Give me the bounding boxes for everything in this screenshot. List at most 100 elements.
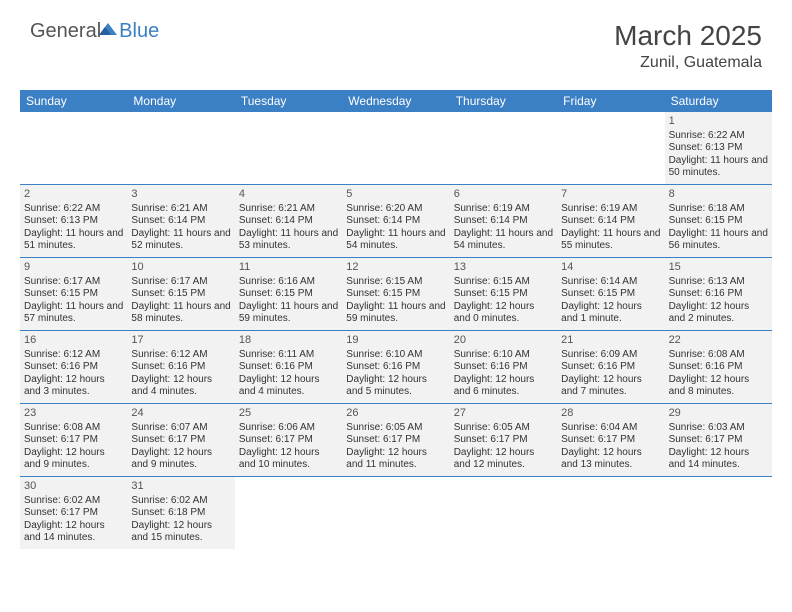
- day-number: 26: [346, 407, 445, 421]
- day-number: 30: [24, 480, 123, 494]
- day-cell-empty: [342, 477, 449, 549]
- sunrise-text: Sunrise: 6:06 AM: [239, 422, 338, 435]
- logo: General Blue: [30, 20, 159, 43]
- day-cell: 4Sunrise: 6:21 AMSunset: 6:14 PMDaylight…: [235, 185, 342, 257]
- daylight-text: Daylight: 11 hours and 54 minutes.: [454, 228, 553, 253]
- day-cell: 17Sunrise: 6:12 AMSunset: 6:16 PMDayligh…: [127, 331, 234, 403]
- weekday-header: Sunday: [20, 90, 127, 112]
- daylight-text: Daylight: 11 hours and 58 minutes.: [131, 301, 230, 326]
- day-number: 14: [561, 261, 660, 275]
- weekday-header: Saturday: [665, 90, 772, 112]
- sunset-text: Sunset: 6:15 PM: [346, 288, 445, 301]
- day-cell: 10Sunrise: 6:17 AMSunset: 6:15 PMDayligh…: [127, 258, 234, 330]
- day-number: 9: [24, 261, 123, 275]
- daylight-text: Daylight: 12 hours and 12 minutes.: [454, 447, 553, 472]
- sunrise-text: Sunrise: 6:07 AM: [131, 422, 230, 435]
- day-number: 11: [239, 261, 338, 275]
- day-number: 18: [239, 334, 338, 348]
- daylight-text: Daylight: 11 hours and 56 minutes.: [669, 228, 768, 253]
- day-cell: 11Sunrise: 6:16 AMSunset: 6:15 PMDayligh…: [235, 258, 342, 330]
- sunrise-text: Sunrise: 6:15 AM: [454, 276, 553, 289]
- day-number: 19: [346, 334, 445, 348]
- daylight-text: Daylight: 12 hours and 0 minutes.: [454, 301, 553, 326]
- day-cell: 28Sunrise: 6:04 AMSunset: 6:17 PMDayligh…: [557, 404, 664, 476]
- daylight-text: Daylight: 12 hours and 3 minutes.: [24, 374, 123, 399]
- day-cell: 18Sunrise: 6:11 AMSunset: 6:16 PMDayligh…: [235, 331, 342, 403]
- sunset-text: Sunset: 6:15 PM: [669, 215, 768, 228]
- daylight-text: Daylight: 12 hours and 13 minutes.: [561, 447, 660, 472]
- sunrise-text: Sunrise: 6:12 AM: [24, 349, 123, 362]
- daylight-text: Daylight: 11 hours and 53 minutes.: [239, 228, 338, 253]
- day-number: 23: [24, 407, 123, 421]
- sunrise-text: Sunrise: 6:17 AM: [24, 276, 123, 289]
- day-number: 4: [239, 188, 338, 202]
- day-number: 1: [669, 115, 768, 129]
- daylight-text: Daylight: 12 hours and 2 minutes.: [669, 301, 768, 326]
- daylight-text: Daylight: 12 hours and 1 minute.: [561, 301, 660, 326]
- daylight-text: Daylight: 12 hours and 14 minutes.: [669, 447, 768, 472]
- sunset-text: Sunset: 6:17 PM: [239, 434, 338, 447]
- week-row: 16Sunrise: 6:12 AMSunset: 6:16 PMDayligh…: [20, 331, 772, 404]
- week-row: 23Sunrise: 6:08 AMSunset: 6:17 PMDayligh…: [20, 404, 772, 477]
- day-cell: 9Sunrise: 6:17 AMSunset: 6:15 PMDaylight…: [20, 258, 127, 330]
- week-row: 30Sunrise: 6:02 AMSunset: 6:17 PMDayligh…: [20, 477, 772, 549]
- sunset-text: Sunset: 6:15 PM: [131, 288, 230, 301]
- daylight-text: Daylight: 12 hours and 7 minutes.: [561, 374, 660, 399]
- sunset-text: Sunset: 6:16 PM: [239, 361, 338, 374]
- daylight-text: Daylight: 11 hours and 54 minutes.: [346, 228, 445, 253]
- day-cell: 24Sunrise: 6:07 AMSunset: 6:17 PMDayligh…: [127, 404, 234, 476]
- day-cell: 25Sunrise: 6:06 AMSunset: 6:17 PMDayligh…: [235, 404, 342, 476]
- sunset-text: Sunset: 6:17 PM: [454, 434, 553, 447]
- daylight-text: Daylight: 12 hours and 14 minutes.: [24, 520, 123, 545]
- week-row: 9Sunrise: 6:17 AMSunset: 6:15 PMDaylight…: [20, 258, 772, 331]
- sunset-text: Sunset: 6:14 PM: [454, 215, 553, 228]
- sunset-text: Sunset: 6:15 PM: [24, 288, 123, 301]
- weekday-header-row: SundayMondayTuesdayWednesdayThursdayFrid…: [20, 90, 772, 112]
- daylight-text: Daylight: 12 hours and 6 minutes.: [454, 374, 553, 399]
- daylight-text: Daylight: 12 hours and 4 minutes.: [239, 374, 338, 399]
- weekday-header: Wednesday: [342, 90, 449, 112]
- weekday-header: Monday: [127, 90, 234, 112]
- sunset-text: Sunset: 6:16 PM: [669, 288, 768, 301]
- day-cell-empty: [557, 477, 664, 549]
- sunset-text: Sunset: 6:14 PM: [561, 215, 660, 228]
- daylight-text: Daylight: 11 hours and 57 minutes.: [24, 301, 123, 326]
- day-cell-empty: [557, 112, 664, 184]
- daylight-text: Daylight: 12 hours and 15 minutes.: [131, 520, 230, 545]
- day-number: 21: [561, 334, 660, 348]
- sunset-text: Sunset: 6:16 PM: [346, 361, 445, 374]
- week-row: 2Sunrise: 6:22 AMSunset: 6:13 PMDaylight…: [20, 185, 772, 258]
- weekday-header: Friday: [557, 90, 664, 112]
- day-cell: 20Sunrise: 6:10 AMSunset: 6:16 PMDayligh…: [450, 331, 557, 403]
- daylight-text: Daylight: 11 hours and 59 minutes.: [239, 301, 338, 326]
- day-cell: 14Sunrise: 6:14 AMSunset: 6:15 PMDayligh…: [557, 258, 664, 330]
- location-label: Zunil, Guatemala: [614, 54, 762, 72]
- daylight-text: Daylight: 11 hours and 55 minutes.: [561, 228, 660, 253]
- page-header: General Blue March 2025 Zunil, Guatemala: [0, 0, 792, 82]
- sunrise-text: Sunrise: 6:05 AM: [454, 422, 553, 435]
- day-cell-empty: [342, 112, 449, 184]
- day-number: 8: [669, 188, 768, 202]
- day-number: 16: [24, 334, 123, 348]
- day-cell: 5Sunrise: 6:20 AMSunset: 6:14 PMDaylight…: [342, 185, 449, 257]
- day-cell: 16Sunrise: 6:12 AMSunset: 6:16 PMDayligh…: [20, 331, 127, 403]
- sunrise-text: Sunrise: 6:08 AM: [24, 422, 123, 435]
- daylight-text: Daylight: 11 hours and 50 minutes.: [669, 155, 768, 180]
- day-cell: 29Sunrise: 6:03 AMSunset: 6:17 PMDayligh…: [665, 404, 772, 476]
- sunset-text: Sunset: 6:17 PM: [24, 507, 123, 520]
- day-cell: 1Sunrise: 6:22 AMSunset: 6:13 PMDaylight…: [665, 112, 772, 184]
- day-cell: 15Sunrise: 6:13 AMSunset: 6:16 PMDayligh…: [665, 258, 772, 330]
- day-cell: 26Sunrise: 6:05 AMSunset: 6:17 PMDayligh…: [342, 404, 449, 476]
- sunrise-text: Sunrise: 6:10 AM: [454, 349, 553, 362]
- day-cell: 30Sunrise: 6:02 AMSunset: 6:17 PMDayligh…: [20, 477, 127, 549]
- calendar: SundayMondayTuesdayWednesdayThursdayFrid…: [20, 90, 772, 549]
- day-cell: 13Sunrise: 6:15 AMSunset: 6:15 PMDayligh…: [450, 258, 557, 330]
- sunset-text: Sunset: 6:17 PM: [561, 434, 660, 447]
- daylight-text: Daylight: 12 hours and 4 minutes.: [131, 374, 230, 399]
- day-number: 5: [346, 188, 445, 202]
- day-number: 6: [454, 188, 553, 202]
- sunrise-text: Sunrise: 6:15 AM: [346, 276, 445, 289]
- day-number: 25: [239, 407, 338, 421]
- day-cell: 2Sunrise: 6:22 AMSunset: 6:13 PMDaylight…: [20, 185, 127, 257]
- daylight-text: Daylight: 12 hours and 9 minutes.: [131, 447, 230, 472]
